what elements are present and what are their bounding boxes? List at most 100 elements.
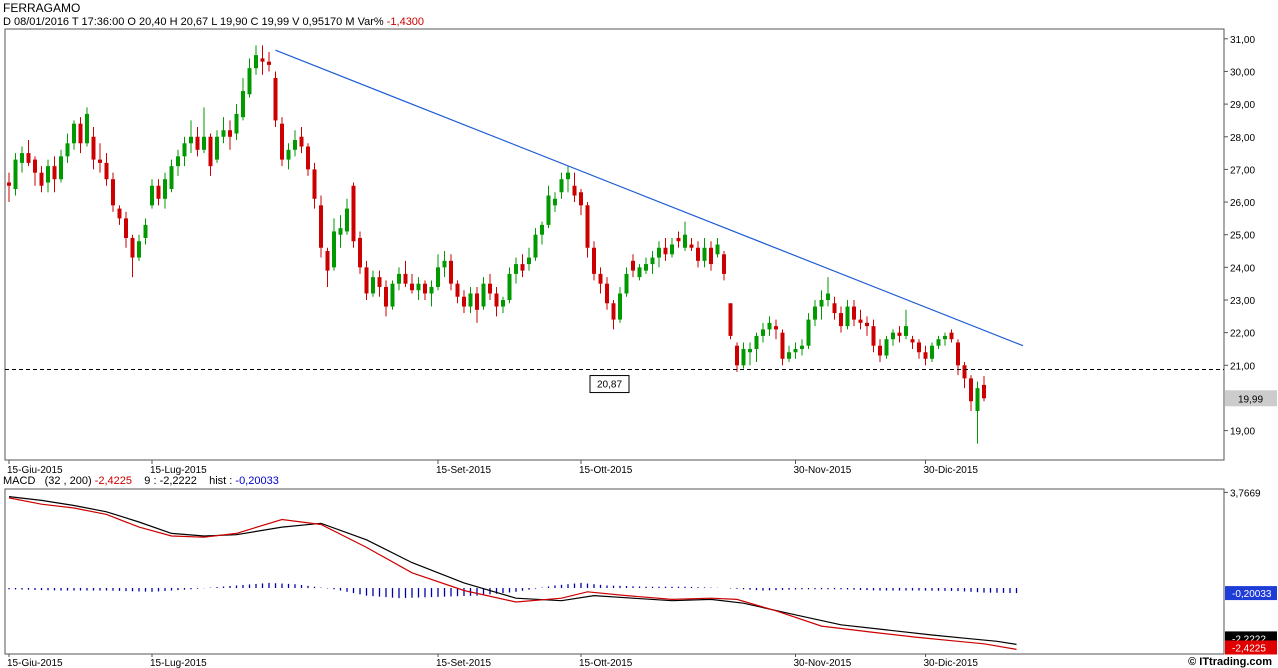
header-date: D 08/01/2016 bbox=[3, 16, 70, 28]
header-var-value: -1,4300 bbox=[386, 16, 425, 28]
header-close: C 19,99 bbox=[250, 16, 290, 28]
candle-body bbox=[904, 326, 908, 336]
candle-body bbox=[741, 348, 746, 366]
candle-body bbox=[475, 293, 479, 310]
candle-body bbox=[891, 332, 895, 340]
candle-body bbox=[377, 277, 382, 287]
candle-body bbox=[52, 166, 57, 180]
candle-body bbox=[449, 260, 453, 284]
candle-body bbox=[345, 208, 349, 232]
candle-body bbox=[683, 234, 687, 248]
candle-body bbox=[455, 283, 460, 297]
price-axis-label: 25,00 bbox=[1230, 231, 1255, 242]
candle-body bbox=[748, 348, 752, 353]
candle-body bbox=[871, 326, 876, 346]
candle-body bbox=[650, 257, 655, 265]
candle-body bbox=[689, 244, 694, 248]
price-axis-label: 22,00 bbox=[1230, 329, 1255, 340]
candle-body bbox=[585, 205, 590, 248]
candle-body bbox=[215, 136, 219, 160]
macd-params: (32 , 200) bbox=[44, 475, 92, 487]
candle-body bbox=[462, 296, 466, 307]
candle-body bbox=[85, 113, 89, 144]
ohlc-header: D 08/01/2016 T 17:36:00 O 20,40 H 20,67 … bbox=[3, 16, 424, 28]
date-axis-label: 15-Giu-2015 bbox=[7, 465, 63, 476]
candle-body bbox=[878, 345, 882, 356]
candle-body bbox=[228, 130, 232, 137]
candle-body bbox=[202, 136, 206, 150]
candle-body bbox=[936, 339, 941, 346]
candle-body bbox=[670, 244, 674, 255]
candle-body bbox=[507, 273, 512, 301]
macd-value-label: -0,20033 bbox=[1232, 589, 1272, 600]
macd-axis-label: 3,7669 bbox=[1230, 488, 1261, 499]
candle-body bbox=[858, 319, 863, 323]
candle-body bbox=[566, 172, 570, 180]
candle-body bbox=[130, 237, 135, 258]
candle-body bbox=[156, 185, 161, 199]
candle-body bbox=[163, 179, 167, 199]
candle-body bbox=[306, 146, 310, 170]
trendline bbox=[275, 49, 1024, 347]
candle-body bbox=[33, 159, 37, 173]
candle-body bbox=[605, 283, 609, 304]
candle-body bbox=[826, 293, 830, 301]
candle-body bbox=[436, 267, 440, 287]
candle-body bbox=[696, 247, 700, 261]
candle-body bbox=[923, 352, 928, 359]
macd-line bbox=[8, 497, 1017, 650]
candle-body bbox=[553, 198, 557, 206]
candle-body bbox=[884, 339, 889, 356]
candle-body bbox=[930, 345, 934, 359]
candle-body bbox=[104, 162, 109, 180]
candle-body bbox=[442, 260, 447, 268]
candle-body bbox=[91, 136, 96, 160]
last-price-box bbox=[1225, 390, 1277, 407]
macd-value: -2,4225 bbox=[94, 475, 133, 487]
candle-body bbox=[13, 159, 18, 189]
candle-body bbox=[384, 286, 388, 307]
date-axis-label: 15-Ott-2015 bbox=[579, 465, 633, 476]
macd-date-axis-label: 15-Lug-2015 bbox=[150, 658, 207, 668]
candle-body bbox=[715, 244, 720, 255]
support-label: 20,87 bbox=[597, 380, 622, 391]
candle-body bbox=[787, 352, 791, 359]
date-axis-label: 15-Lug-2015 bbox=[150, 465, 207, 476]
macd-name: MACD bbox=[3, 475, 36, 487]
candle-body bbox=[865, 322, 869, 327]
price-axis-label: 28,00 bbox=[1230, 133, 1255, 144]
candle-body bbox=[195, 136, 200, 150]
candle-body bbox=[598, 273, 603, 284]
candle-body bbox=[325, 251, 330, 271]
credit-text: © ITtrading.com bbox=[1188, 656, 1272, 668]
header-var-label: Var% bbox=[357, 16, 384, 28]
header-low: L 19,90 bbox=[211, 16, 248, 28]
candle-body bbox=[59, 156, 63, 180]
candle-body bbox=[143, 224, 148, 238]
candle-body bbox=[917, 342, 921, 353]
candle-body bbox=[501, 300, 505, 307]
candle-body bbox=[982, 384, 986, 399]
candle-body bbox=[397, 273, 401, 284]
candle-body bbox=[364, 267, 369, 294]
candle-body bbox=[46, 166, 50, 183]
hist-label: hist bbox=[209, 475, 227, 487]
price-axis-label: 29,00 bbox=[1230, 100, 1255, 111]
candle-body bbox=[234, 113, 239, 134]
candle-body bbox=[358, 237, 362, 268]
macd-value-box bbox=[1225, 586, 1277, 601]
candle-body bbox=[468, 293, 473, 307]
candle-body bbox=[611, 303, 616, 320]
candle-body bbox=[332, 231, 336, 268]
candle-body bbox=[39, 172, 44, 186]
candle-body bbox=[839, 313, 843, 327]
price-axis-label: 21,00 bbox=[1230, 361, 1255, 372]
macd-value-label: -2,2222 bbox=[1232, 634, 1266, 645]
candle-body bbox=[767, 322, 772, 330]
candle-body bbox=[299, 136, 304, 147]
macd-panel-frame bbox=[4, 488, 1225, 655]
candle-body bbox=[208, 136, 213, 167]
candle-body bbox=[546, 195, 551, 225]
header-volume: V 0,95170 M bbox=[292, 16, 355, 28]
candle-body bbox=[852, 306, 856, 320]
